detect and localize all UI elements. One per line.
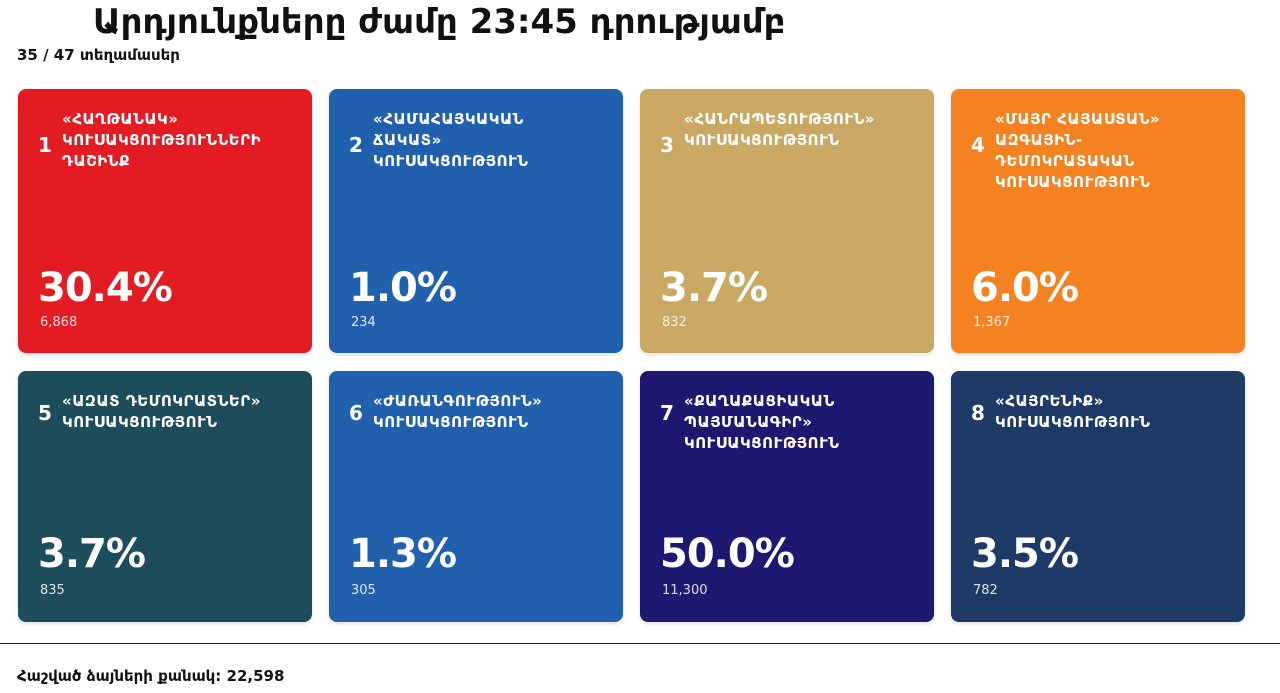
party-percent: 30.4% [38,265,173,311]
party-number: 2 [349,133,363,157]
party-number: 6 [349,401,363,425]
results-grid: 1 «ՀԱՂԹԱՆԱԿ» ԿՈՒՍԱԿՑՈՒԹՅՈՒՆՆԵՐԻ ԴԱՇԻՆՔ 3… [18,89,1245,622]
party-number: 1 [38,133,52,157]
party-votes: 1,367 [973,315,1011,330]
party-name: «ՀԱՄԱՀԱՅԿԱԿԱՆ ՃԱԿԱՏ» ԿՈՒՍԱԿՑՈՒԹՅՈՒՆ [373,110,529,170]
footer-divider [0,643,1280,644]
party-card-5: 5 «ԱԶԱՏ ԴԵՄՈԿՐԱՏՆԵՐ» ԿՈՒՍԱԿՑՈՒԹՅՈՒՆ 3.7%… [18,371,312,622]
total-votes-counted: Հաշված ձայների քանակ: 22,598 [17,667,285,685]
party-number: 4 [971,133,985,157]
party-name: «ՄԱՅՐ ՀԱՅԱՍՏԱՆ» ԱԶԳԱՅԻՆ- ԴԵՄՈԿՐԱՏԱԿԱՆ ԿՈ… [995,110,1161,191]
party-number: 7 [660,401,674,425]
party-number: 3 [660,133,674,157]
party-card-2: 2 «ՀԱՄԱՀԱՅԿԱԿԱՆ ՃԱԿԱՏ» ԿՈՒՍԱԿՑՈՒԹՅՈՒՆ 1.… [329,89,623,353]
party-number: 8 [971,401,985,425]
party-name: «ՀԱՅՐԵՆԻՔ» ԿՈՒՍԱԿՑՈՒԹՅՈՒՆ [995,392,1151,431]
party-votes: 11,300 [662,583,708,598]
party-votes: 234 [351,315,376,330]
party-votes: 782 [973,583,998,598]
party-card-8: 8 «ՀԱՅՐԵՆԻՔ» ԿՈՒՍԱԿՑՈՒԹՅՈՒՆ 3.5% 782 [951,371,1245,622]
party-card-6: 6 «ԺԱՌԱՆԳՈՒԹՅՈՒՆ» ԿՈՒՍԱԿՑՈՒԹՅՈՒՆ 1.3% 30… [329,371,623,622]
party-votes: 6,868 [40,315,78,330]
party-card-3: 3 «ՀԱՆՐԱՊԵՏՈՒԹՅՈՒՆ» ԿՈՒՍԱԿՑՈՒԹՅՈՒՆ 3.7% … [640,89,934,353]
party-card-7: 7 «ՔԱՂԱՔԱՑԻԱԿԱՆ ՊԱՅՄԱՆԱԳԻՐ» ԿՈՒՍԱԿՑՈՒԹՅՈ… [640,371,934,622]
party-votes: 832 [662,315,687,330]
precincts-counted: 35 / 47 տեղամասեր [17,46,180,64]
party-name: «ԱԶԱՏ ԴԵՄՈԿՐԱՏՆԵՐ» ԿՈՒՍԱԿՑՈՒԹՅՈՒՆ [62,392,261,431]
party-card-4: 4 «ՄԱՅՐ ՀԱՅԱՍՏԱՆ» ԱԶԳԱՅԻՆ- ԴԵՄՈԿՐԱՏԱԿԱՆ … [951,89,1245,353]
party-percent: 3.7% [660,265,768,311]
party-name: «ՀԱՂԹԱՆԱԿ» ԿՈՒՍԱԿՑՈՒԹՅՈՒՆՆԵՐԻ ԴԱՇԻՆՔ [62,110,262,170]
party-percent: 6.0% [971,265,1079,311]
party-percent: 3.7% [38,531,146,577]
party-votes: 835 [40,583,65,598]
party-percent: 1.3% [349,531,457,577]
party-name: «ՔԱՂԱՔԱՑԻԱԿԱՆ ՊԱՅՄԱՆԱԳԻՐ» ԿՈՒՍԱԿՑՈՒԹՅՈՒՆ [684,392,840,452]
party-name: «ՀԱՆՐԱՊԵՏՈՒԹՅՈՒՆ» ԿՈՒՍԱԿՑՈՒԹՅՈՒՆ [684,110,875,149]
party-percent: 50.0% [660,531,795,577]
party-percent: 3.5% [971,531,1079,577]
party-number: 5 [38,401,52,425]
party-name: «ԺԱՌԱՆԳՈՒԹՅՈՒՆ» ԿՈՒՍԱԿՑՈՒԹՅՈՒՆ [373,392,543,431]
party-votes: 305 [351,583,376,598]
party-card-1: 1 «ՀԱՂԹԱՆԱԿ» ԿՈՒՍԱԿՑՈՒԹՅՈՒՆՆԵՐԻ ԴԱՇԻՆՔ 3… [18,89,312,353]
page-title: Արդյունքները ժամը 23:45 դրությամբ [93,2,786,42]
party-percent: 1.0% [349,265,457,311]
